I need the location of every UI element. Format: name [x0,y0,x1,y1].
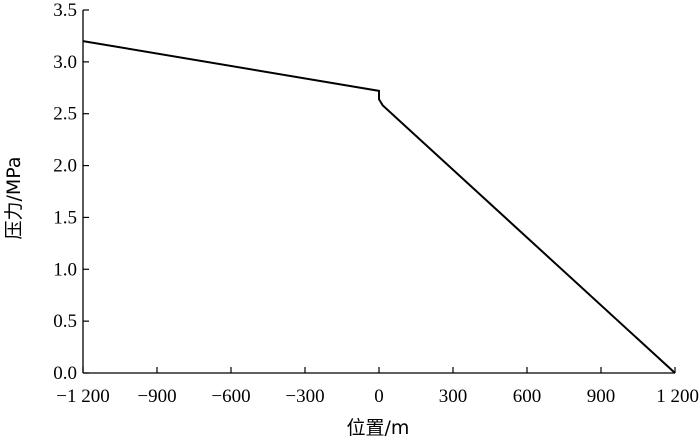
chart-axes [82,10,675,374]
x-tick-label: 900 [587,386,616,407]
y-tick-label: 1.5 [53,207,77,228]
x-tick-label: 300 [439,386,468,407]
y-tick-label: 2.0 [53,156,77,177]
y-tick-label: 1.0 [53,259,77,280]
x-axis-label: 位置/m [347,417,410,439]
x-tick-label: 1 200 [656,386,699,407]
y-axis-ticks: 0.0 0.5 1.0 1.5 2.0 2.5 3.0 3.5 [53,0,89,384]
chart-series [82,40,676,374]
y-tick-label: 3.0 [53,52,77,73]
x-tick-label: −600 [211,386,250,407]
x-axis-ticks: −1 200 −900 −600 −300 0 300 600 900 1 200 [56,367,699,407]
y-axis-label: 压力/MPa [3,156,25,239]
y-tick-label: 2.5 [53,104,77,125]
x-tick-label: −900 [137,386,176,407]
x-tick-label: −300 [285,386,324,407]
x-tick-label: 600 [513,386,542,407]
y-tick-label: 0.5 [53,311,77,332]
x-tick-label: 0 [374,386,384,407]
pressure-line [82,40,676,374]
y-tick-label: 0.0 [53,363,77,384]
x-tick-label: −1 200 [56,386,109,407]
y-tick-label: 3.5 [53,0,77,21]
